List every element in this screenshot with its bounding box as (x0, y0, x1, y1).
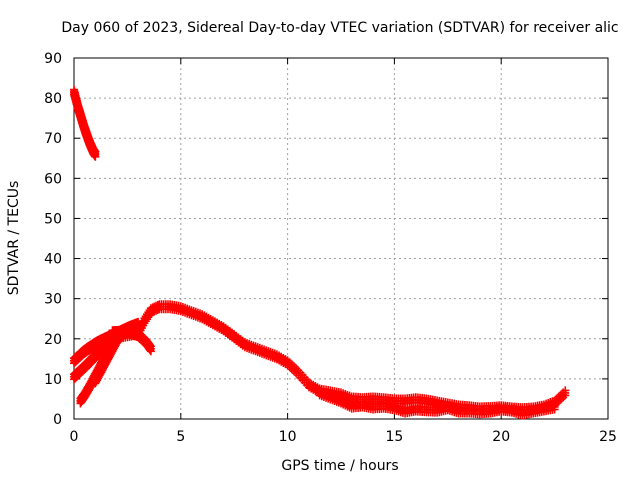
data-point (91, 152, 100, 161)
grid-lines (74, 58, 608, 419)
x-tick-label: 25 (599, 429, 617, 445)
axis-ticks (73, 57, 609, 420)
x-axis-label: GPS time / hours (281, 458, 398, 474)
x-tick-label: 15 (385, 429, 403, 445)
y-tick-label: 20 (44, 332, 62, 348)
x-tick-label: 20 (492, 429, 510, 445)
data-series (91, 328, 125, 388)
data-point (550, 405, 559, 414)
x-tick-label: 0 (70, 429, 79, 445)
y-tick-label: 40 (44, 252, 62, 268)
data-point (561, 391, 570, 400)
y-tick-label: 30 (44, 292, 62, 308)
data-point (146, 346, 155, 355)
y-tick-label: 60 (44, 171, 62, 187)
data-point (146, 347, 155, 356)
chart-title: Day 060 of 2023, Sidereal Day-to-day VTE… (61, 20, 618, 36)
y-tick-label: 70 (44, 131, 62, 147)
data-series (315, 386, 559, 420)
y-tick-label: 0 (53, 412, 62, 428)
data-points (70, 85, 570, 420)
y-tick-label: 80 (44, 91, 62, 107)
data-series (70, 85, 100, 161)
x-tick-label: 5 (176, 429, 185, 445)
y-tick-label: 10 (44, 372, 62, 388)
x-tick-label: 10 (279, 429, 297, 445)
y-tick-label: 50 (44, 211, 62, 227)
y-axis-label: SDTVAR / TECUs (6, 181, 22, 296)
tick-labels: 0 5 10 15 20 25 0 10 20 30 40 50 60 70 80 90 (44, 51, 617, 445)
y-tick-label: 90 (44, 51, 62, 67)
plot-frame (73, 57, 609, 420)
